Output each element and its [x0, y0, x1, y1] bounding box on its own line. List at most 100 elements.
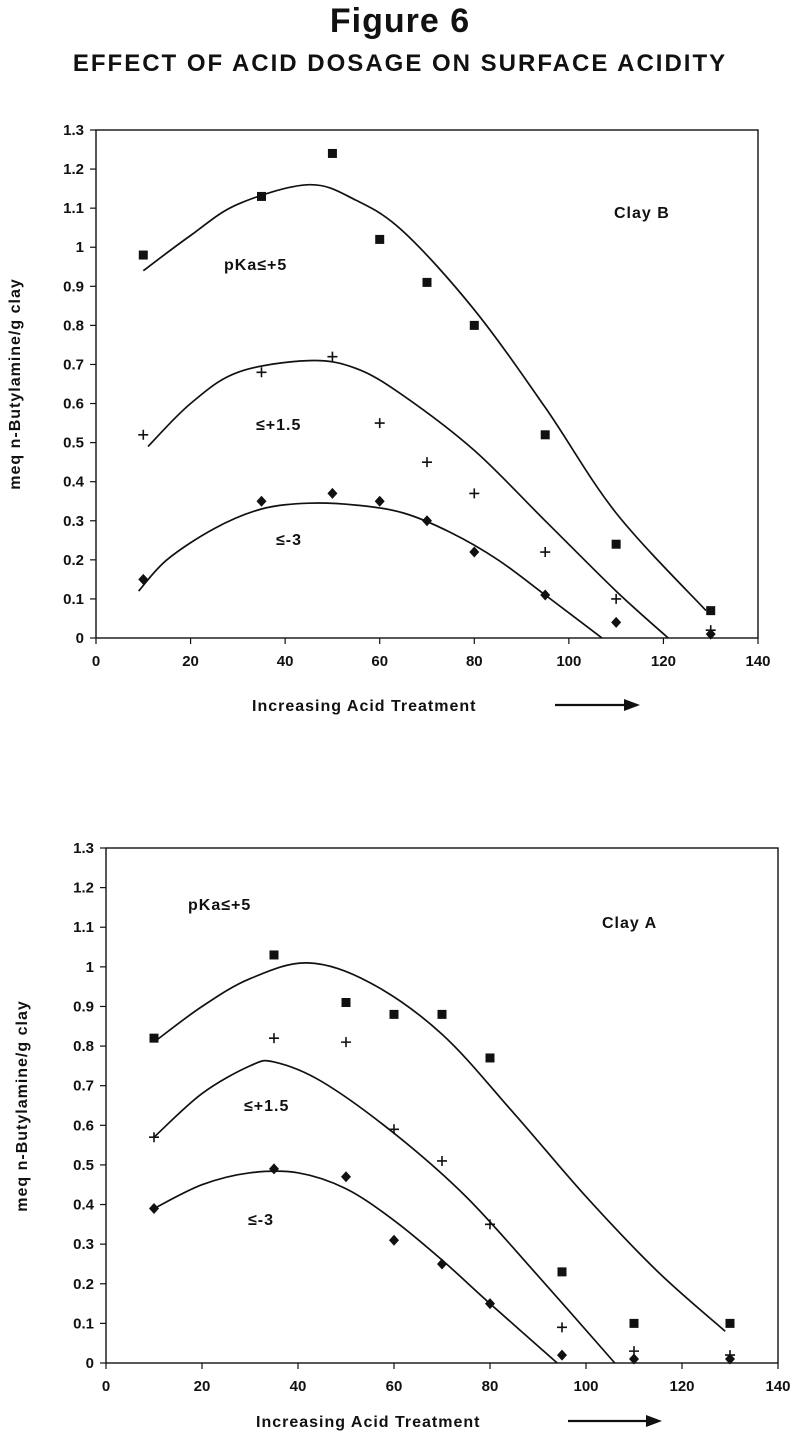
data-point-square — [422, 277, 432, 287]
data-point-diamond — [422, 515, 432, 527]
y-tick-label: 1.1 — [63, 200, 84, 217]
series-label: ≤+1.5 — [256, 417, 301, 434]
series-label: pKa≤+5 — [188, 897, 251, 914]
x-tick-label: 0 — [92, 653, 100, 670]
figure-subtitle: EFFECT OF ACID DOSAGE ON SURFACE ACIDITY — [72, 50, 728, 77]
y-tick-label: 0.7 — [73, 1078, 94, 1095]
fit-curve — [137, 502, 603, 639]
x-tick-label: 100 — [573, 1378, 598, 1395]
data-point-plus — [389, 1124, 399, 1135]
fit-curve — [147, 359, 669, 639]
x-tick-label: 60 — [371, 653, 388, 670]
data-point-square — [375, 234, 385, 244]
y-tick-label: 0.8 — [73, 1038, 94, 1055]
y-tick-label: 1 — [86, 959, 94, 976]
x-tick-label: 20 — [194, 1378, 211, 1395]
chart-clay-a: 0 0.1 0.2 0.3 0.4 0.5 0.6 0.7 0.8 0.9 1 1.1 1.2 1.3 0 2… — [14, 840, 791, 1431]
data-point-plus — [256, 367, 267, 378]
data-point-plus — [422, 457, 432, 468]
series-label: ≤+1.5 — [244, 1098, 289, 1115]
x-axis-arrow-head — [646, 1415, 662, 1427]
y-tick-label: 1 — [76, 239, 84, 256]
series-diamond — [137, 487, 716, 640]
data-point-square — [138, 250, 148, 260]
y-tick-label: 1.3 — [73, 840, 94, 857]
plot-frame — [105, 847, 779, 1364]
data-point-square — [469, 320, 479, 330]
y-tick-label: 0.2 — [63, 552, 84, 569]
data-point-square — [257, 191, 266, 201]
data-point-diamond — [540, 589, 551, 601]
y-tick-label: 0.6 — [73, 1117, 94, 1134]
data-point-square — [149, 1033, 159, 1043]
data-point-plus — [327, 351, 338, 362]
data-point-square — [725, 1318, 735, 1328]
x-axis-arrow-head — [624, 699, 640, 711]
plot-frame — [95, 129, 759, 639]
data-point-diamond — [389, 1234, 399, 1246]
y-tick-label: 0.1 — [63, 591, 84, 608]
data-point-diamond — [327, 487, 338, 499]
y-tick-label: 0.1 — [73, 1315, 94, 1332]
fit-curve — [153, 1170, 558, 1364]
data-point-square — [327, 148, 337, 158]
data-point-plus — [341, 1037, 351, 1048]
data-point-diamond — [269, 1163, 279, 1175]
series-label: ≤-3 — [248, 1212, 274, 1229]
y-tick-label: 0 — [86, 1355, 94, 1372]
y-tick-label: 1.2 — [73, 880, 94, 897]
data-point-diamond — [611, 616, 622, 628]
x-tick-label: 140 — [765, 1378, 790, 1395]
data-point-plus — [469, 488, 480, 499]
data-point-diamond — [138, 573, 149, 585]
y-tick-label: 0.5 — [73, 1157, 94, 1174]
data-point-diamond — [557, 1349, 567, 1361]
figure-title: Figure 6 — [329, 2, 471, 40]
y-tick-label: 0.8 — [63, 317, 84, 334]
series-plus — [149, 1033, 735, 1364]
y-tick-label: 0.4 — [73, 1197, 95, 1214]
data-point-diamond — [374, 495, 385, 507]
chart-clay-b: 0 0.1 0.2 0.3 0.4 0.5 0.6 0.7 0.8 0.9 1 1.1 1.2 1.3 0 2… — [7, 122, 771, 715]
data-point-diamond — [725, 1353, 735, 1365]
x-axis-label: Increasing Acid Treatment — [252, 698, 476, 715]
x-tick-label: 140 — [745, 653, 770, 670]
x-tick-label: 120 — [651, 653, 676, 670]
data-point-plus — [557, 1322, 567, 1333]
series-square — [149, 950, 735, 1332]
y-tick-label: 0.2 — [73, 1276, 94, 1293]
x-tick-label: 60 — [386, 1378, 403, 1395]
data-point-square — [341, 998, 351, 1007]
data-point-plus — [149, 1132, 159, 1143]
y-tick-label: 0.9 — [73, 998, 94, 1015]
panel-label: Clay B — [614, 205, 670, 222]
fit-curve — [153, 962, 726, 1332]
x-tick-label: 20 — [182, 653, 199, 670]
data-point-square — [437, 1009, 447, 1019]
data-point-square — [706, 606, 716, 616]
x-tick-label: 80 — [466, 653, 483, 670]
data-point-square — [389, 1009, 399, 1019]
y-tick-label: 0.6 — [63, 396, 84, 413]
y-tick-label: 0.3 — [63, 513, 84, 530]
data-point-diamond — [256, 495, 267, 507]
y-axis-label: meq n-Butylamine/g clay — [7, 278, 24, 490]
data-point-diamond — [437, 1258, 447, 1270]
x-tick-label: 40 — [277, 653, 294, 670]
data-point-square — [485, 1053, 495, 1063]
data-point-diamond — [469, 546, 480, 558]
y-tick-label: 0 — [76, 630, 84, 647]
data-point-square — [269, 950, 279, 960]
x-tick-label: 100 — [556, 653, 581, 670]
data-point-plus — [611, 593, 622, 604]
y-tick-label: 1.1 — [73, 919, 94, 936]
y-tick-label: 1.3 — [63, 122, 84, 139]
data-point-plus — [138, 429, 149, 440]
panel-label: Clay A — [602, 915, 657, 932]
data-point-diamond — [629, 1353, 639, 1365]
data-point-plus — [269, 1033, 279, 1044]
data-point-diamond — [485, 1298, 495, 1310]
data-point-square — [611, 539, 621, 549]
data-point-plus — [374, 418, 385, 429]
fit-curve — [153, 1059, 616, 1364]
